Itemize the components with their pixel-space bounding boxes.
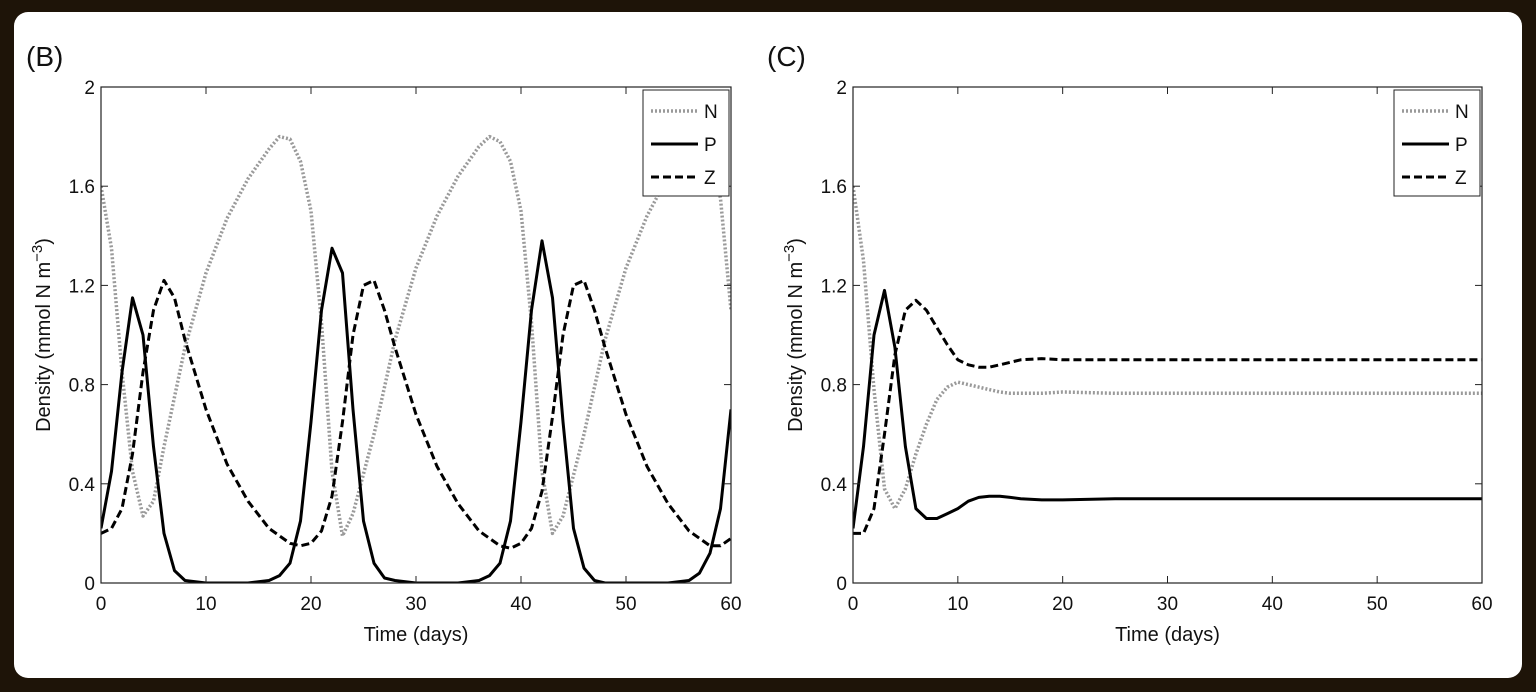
series-group — [101, 134, 731, 583]
x-tick-label: 10 — [195, 594, 216, 615]
x-tick-label: 60 — [720, 594, 741, 615]
x-tick-label: 10 — [947, 594, 968, 615]
y-tick-label: 2 — [84, 78, 95, 99]
y-tick-label: 0.4 — [821, 475, 848, 496]
x-tick-label: 30 — [405, 594, 426, 615]
y-tick-label: 2 — [836, 78, 847, 99]
x-tick-label: 40 — [510, 594, 531, 615]
series-line-n — [853, 185, 1482, 511]
series-line-p — [101, 239, 731, 583]
legend-label-p: P — [704, 135, 717, 156]
y-tick-label: 0 — [84, 574, 95, 595]
x-tick-label: 60 — [1471, 594, 1492, 615]
panel-c: (C) 0 10 20 30 40 50 60 0 0.4 0.8 1.2 1.6 2 Time (days… — [767, 41, 1493, 646]
y-tick-label: 0.8 — [821, 376, 847, 397]
y-tick-label: 0 — [836, 574, 847, 595]
y-axis-label: Density (mmol N m−3) — [29, 238, 55, 432]
legend-label-n: N — [1455, 102, 1469, 123]
x-tick-label: 50 — [615, 594, 636, 615]
x-tick-label: 20 — [1052, 594, 1073, 615]
y-axis-label: Density (mmol N m−3) — [781, 238, 807, 432]
y-tick-label: 1.6 — [821, 177, 847, 198]
x-tick-label: 50 — [1367, 594, 1388, 615]
figure-frame — [14, 12, 1522, 678]
y-tick-label: 1.2 — [821, 276, 847, 297]
x-tick-label: 0 — [96, 594, 107, 615]
y-tick-label: 0.8 — [69, 376, 95, 397]
x-axis-label: Time (days) — [1115, 624, 1220, 646]
panel-b: (B) 0 10 20 30 40 50 60 0 0.4 0.8 1.2 1.6 2 Time (days… — [26, 41, 742, 646]
plot-area-box — [852, 86, 1483, 584]
x-tick-label: 20 — [300, 594, 321, 615]
x-tick-label: 30 — [1157, 594, 1178, 615]
series-group — [853, 185, 1482, 535]
panel-label: (C) — [767, 41, 806, 72]
series-line-p — [853, 288, 1482, 529]
y-tick-label: 1.6 — [69, 177, 95, 198]
panel-label: (B) — [26, 41, 63, 72]
x-tick-label: 0 — [848, 594, 859, 615]
legend-label-z: Z — [704, 168, 716, 189]
legend-label-n: N — [704, 102, 718, 123]
x-axis-label: Time (days) — [364, 624, 469, 646]
y-tick-label: 1.2 — [69, 276, 95, 297]
series-line-z — [853, 298, 1482, 535]
y-tick-label: 0.4 — [69, 475, 96, 496]
series-line-z — [101, 278, 731, 550]
legend-label-z: Z — [1455, 168, 1467, 189]
series-line-n — [101, 134, 731, 538]
legend-label-p: P — [1455, 135, 1468, 156]
plot-area-box — [100, 86, 732, 584]
x-tick-label: 40 — [1262, 594, 1283, 615]
